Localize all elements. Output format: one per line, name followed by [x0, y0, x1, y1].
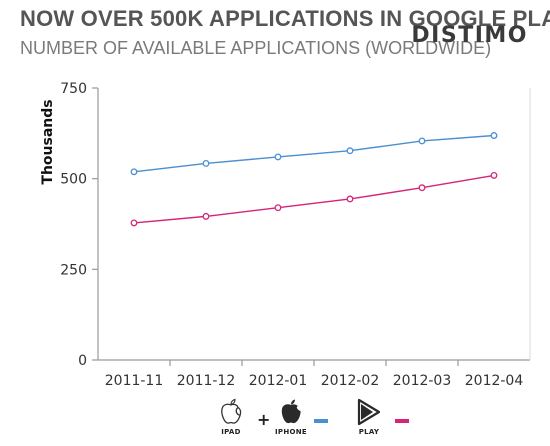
data-point	[418, 184, 426, 192]
x-tick-label: 2012-02	[321, 373, 380, 389]
legend-item-iphone: IPHONE	[275, 398, 307, 436]
x-tick-label: 2012-04	[465, 373, 524, 389]
legend: IPAD + IPHONE PLAY	[0, 398, 550, 446]
play-triangle-icon	[357, 398, 381, 426]
legend-item-play: PLAY	[355, 398, 383, 436]
legend-swatch-play	[395, 419, 409, 423]
series-line-1	[133, 174, 495, 224]
data-point	[130, 168, 138, 176]
y-axis-label: Thousands	[40, 99, 56, 184]
data-point	[274, 204, 282, 212]
data-point	[346, 147, 354, 155]
legend-swatch-ios	[314, 419, 328, 423]
legend-label-play: PLAY	[358, 428, 380, 436]
data-point	[274, 153, 282, 161]
series-layer	[130, 132, 498, 227]
legend-item-ipad: IPAD	[219, 398, 243, 436]
data-point	[346, 195, 354, 203]
series-line-0	[133, 134, 495, 173]
legend-label-ipad: IPAD	[221, 428, 241, 436]
apple-outline-icon	[221, 398, 242, 424]
data-point	[202, 159, 210, 167]
data-point	[130, 219, 138, 227]
chart-subtitle: NUMBER OF AVAILABLE APPLICATIONS (WORLDW…	[20, 38, 492, 58]
legend-plus: +	[257, 410, 271, 429]
chart-axes	[97, 88, 531, 361]
x-tick-label: 2012-01	[249, 373, 308, 389]
chart-title: NOW OVER 500K APPLICATIONS IN GOOGLE PLA…	[20, 6, 550, 31]
y-tick-label: 0	[78, 353, 87, 369]
data-point	[490, 132, 498, 139]
x-tick-label: 2011-11	[105, 373, 164, 389]
y-tick-label: 750	[60, 81, 87, 97]
data-point	[202, 212, 210, 220]
x-tick-label: 2012-03	[393, 373, 452, 389]
apple-filled-icon	[281, 399, 301, 424]
brand-logo: DISTIMO	[411, 23, 528, 48]
data-point	[418, 137, 426, 145]
legend-label-iphone: IPHONE	[275, 428, 307, 436]
x-tick-label: 2011-12	[177, 373, 236, 389]
data-point	[490, 171, 498, 179]
y-tick-label: 250	[60, 262, 87, 278]
axis-ticks: 0 250 500 750 2011-11 2011-12 2012-01 2012-02 20…	[60, 81, 523, 389]
line-chart: 0 250 500 750 2011-11 2011-12 2012-01 2012-02 20…	[40, 81, 531, 389]
y-tick-label: 500	[60, 172, 87, 188]
